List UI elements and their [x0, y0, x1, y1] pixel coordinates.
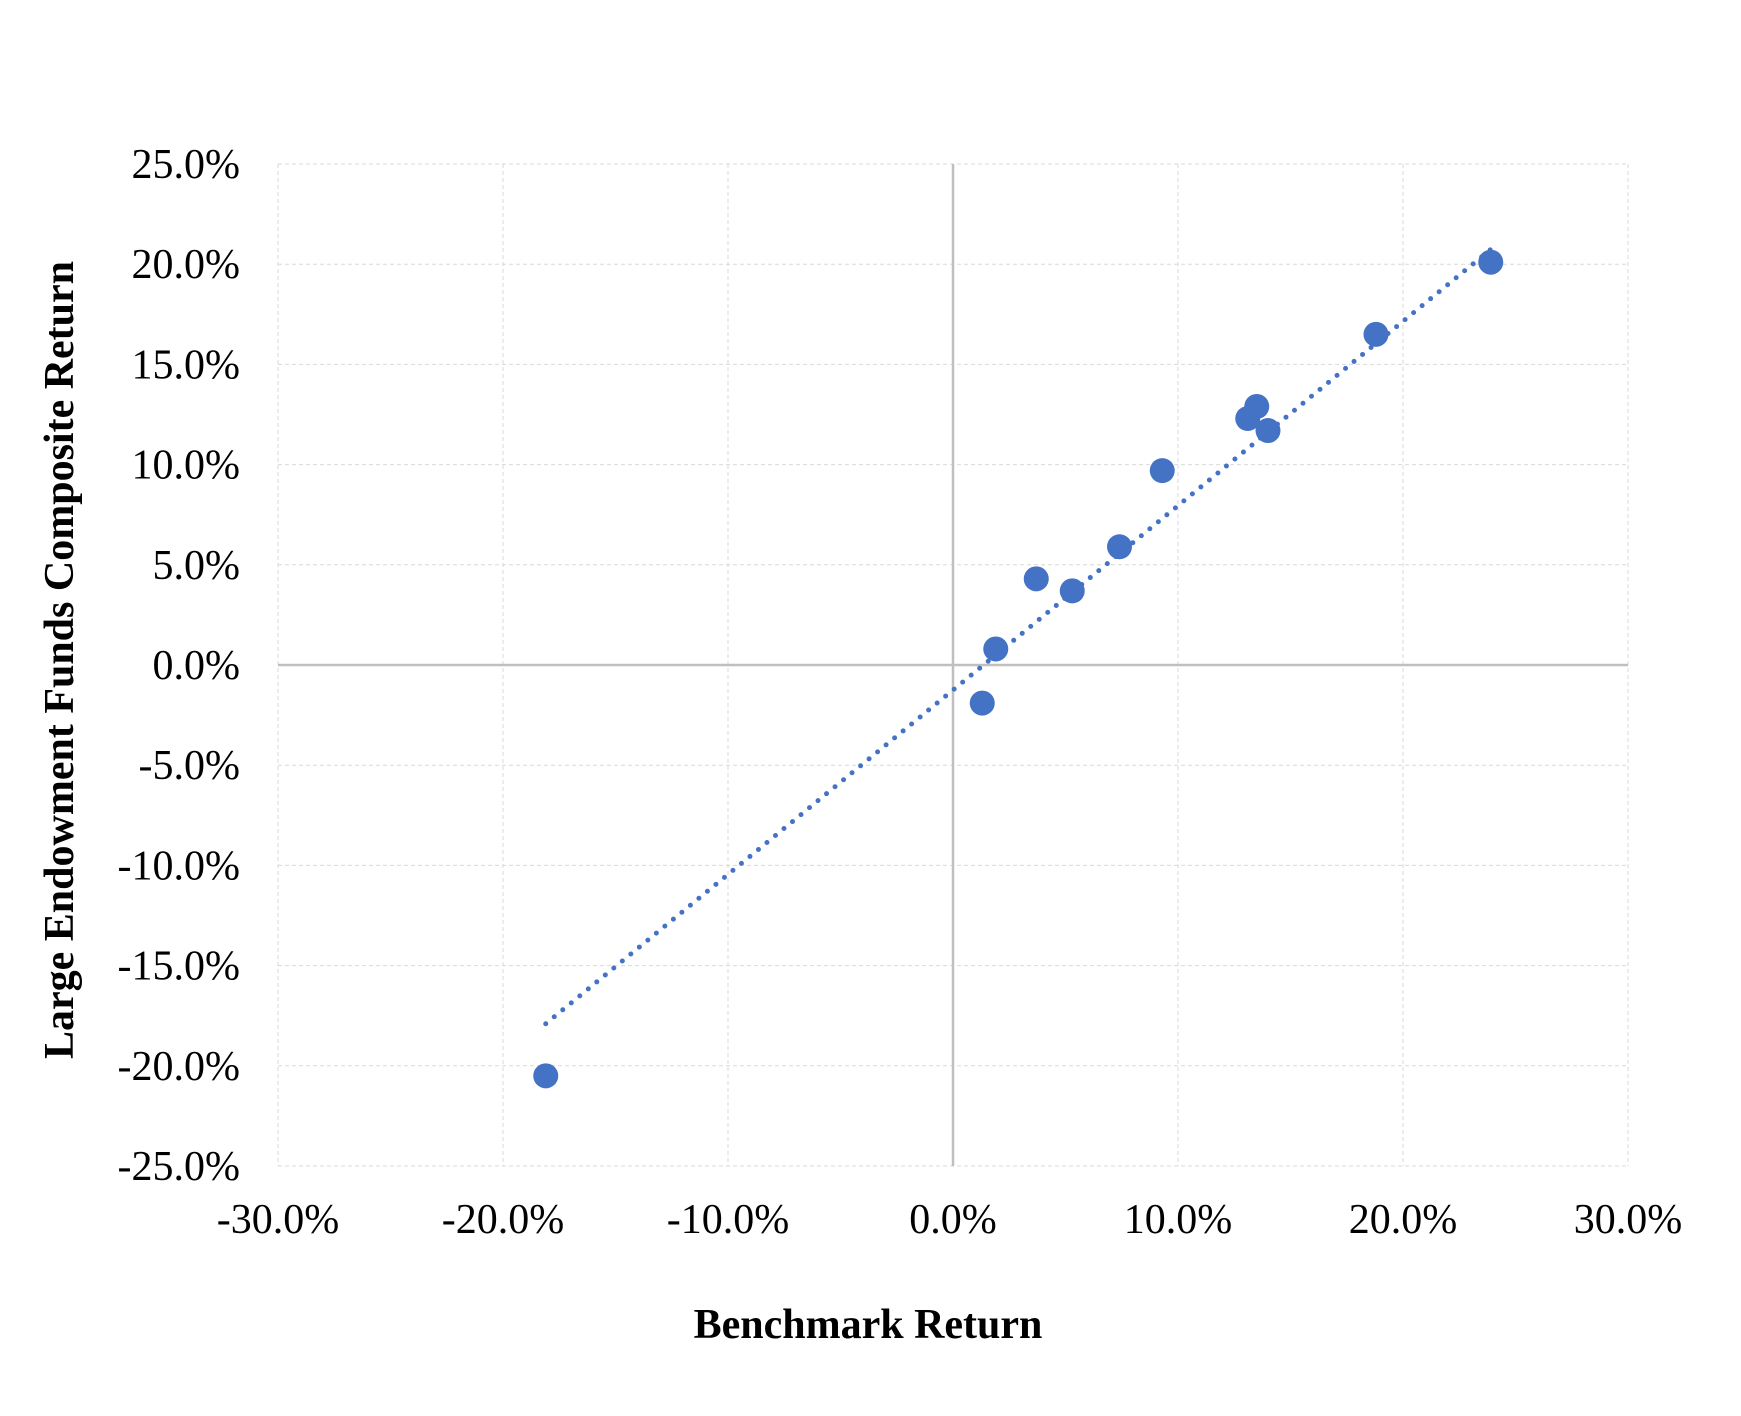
data-point	[1023, 566, 1049, 592]
y-tick-label: 0.0%	[153, 643, 241, 689]
y-tick-label: -5.0%	[139, 743, 240, 789]
x-axis-title: Benchmark Return	[694, 1302, 1043, 1348]
x-tick-label: 0.0%	[909, 1197, 997, 1243]
x-tick-label: 20.0%	[1349, 1197, 1458, 1243]
data-point	[983, 636, 1009, 662]
x-tick-label: 10.0%	[1124, 1197, 1233, 1243]
data-point	[1107, 534, 1132, 560]
y-tick-labels: 25.0% 20.0% 15.0% 10.0% 5.0% 0.0% -5.0% -10.0% -…	[118, 142, 240, 1190]
x-tick-label: -10.0%	[667, 1197, 789, 1243]
data-points	[533, 249, 1504, 1089]
zero-axis-lines	[278, 164, 1628, 1166]
y-tick-label: 15.0%	[132, 342, 241, 388]
x-tick-label: 30.0%	[1574, 1197, 1683, 1243]
y-tick-label: 10.0%	[132, 443, 241, 489]
y-axis-title: Large Endowment Funds Composite Return	[37, 261, 83, 1059]
x-tick-label: -30.0%	[217, 1197, 339, 1243]
data-point	[1255, 418, 1281, 444]
data-point	[1363, 321, 1389, 347]
y-tick-label: -25.0%	[118, 1144, 240, 1190]
data-point	[1149, 458, 1175, 484]
y-tick-label: 25.0%	[132, 142, 241, 188]
x-tick-label: -20.0%	[442, 1197, 564, 1243]
data-point	[969, 690, 995, 716]
y-tick-label: -10.0%	[118, 843, 240, 889]
y-tick-label: 5.0%	[153, 543, 241, 589]
data-point	[1478, 249, 1504, 275]
trendline-group	[543, 246, 1494, 1027]
data-point	[1244, 393, 1270, 419]
data-point	[1059, 578, 1085, 604]
data-point	[533, 1063, 559, 1089]
x-tick-labels: -30.0% -20.0% -10.0% 0.0% 10.0% 20.0% 30.0%	[217, 1197, 1682, 1243]
y-tick-label: 20.0%	[132, 242, 241, 288]
trendline	[543, 246, 1494, 1027]
y-tick-label: -20.0%	[118, 1044, 240, 1090]
y-tick-label: -15.0%	[118, 944, 240, 990]
